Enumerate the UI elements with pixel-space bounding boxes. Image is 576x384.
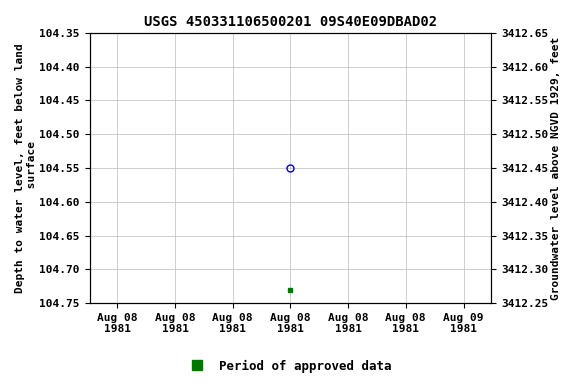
Legend: Period of approved data: Period of approved data [179, 355, 397, 378]
Y-axis label: Groundwater level above NGVD 1929, feet: Groundwater level above NGVD 1929, feet [551, 36, 561, 300]
Y-axis label: Depth to water level, feet below land
 surface: Depth to water level, feet below land su… [15, 43, 37, 293]
Title: USGS 450331106500201 09S40E09DBAD02: USGS 450331106500201 09S40E09DBAD02 [144, 15, 437, 29]
